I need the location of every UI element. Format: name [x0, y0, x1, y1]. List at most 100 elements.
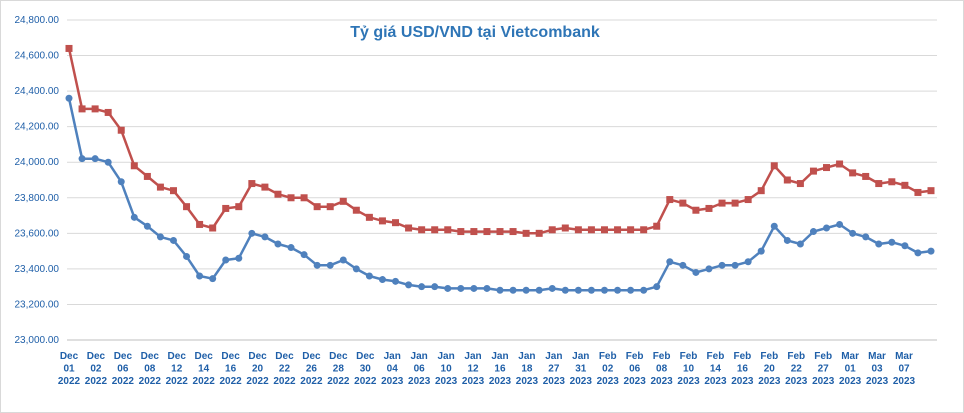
- series-0-point-36: [535, 229, 543, 237]
- series-0-point-32: [483, 228, 491, 236]
- series-1-point-44: [640, 286, 648, 294]
- series-0-point-9: [183, 203, 191, 211]
- series-1-point-22: [352, 265, 360, 273]
- x-tick-label-19: Jan 31 2023: [570, 351, 593, 387]
- x-tick-label-23: Feb 10 2023: [677, 351, 700, 387]
- series-0-point-33: [496, 228, 504, 236]
- series-1-point-21: [339, 256, 347, 264]
- x-tick-label-3: Dec 08 2022: [139, 351, 162, 387]
- series-0-point-59: [836, 160, 844, 168]
- x-tick-label-30: Mar 03 2023: [866, 351, 889, 387]
- series-1-point-16: [274, 240, 282, 248]
- series-0-point-5: [130, 162, 138, 170]
- series-0-point-6: [143, 172, 151, 180]
- series-0-point-61: [862, 172, 870, 180]
- x-tick-label-13: Jan 06 2023: [408, 351, 431, 387]
- x-tick-label-31: Mar 07 2023: [893, 351, 916, 387]
- y-tick-label-2: 23,400.00: [15, 264, 60, 275]
- x-tick-label-21: Feb 06 2023: [624, 351, 647, 387]
- series-1-point-0: [65, 94, 73, 102]
- series-0-point-64: [901, 181, 909, 189]
- x-tick-label-20: Feb 02 2023: [597, 351, 620, 387]
- series-1-point-56: [796, 240, 804, 248]
- y-tick-label-8: 24,600.00: [15, 51, 60, 62]
- series-0-point-46: [666, 196, 674, 204]
- series-1-point-10: [196, 272, 204, 280]
- y-tick-label-3: 23,600.00: [15, 228, 60, 239]
- x-tick-label-11: Dec 30 2022: [354, 351, 377, 387]
- series-0-point-57: [809, 167, 817, 175]
- x-tick-label-17: Jan 18 2023: [516, 351, 539, 387]
- series-0-point-56: [796, 180, 804, 188]
- y-tick-label-0: 23,000.00: [15, 335, 60, 346]
- chart-title: Tỷ giá USD/VND tại Vietcombank: [350, 24, 600, 41]
- series-1-point-26: [405, 281, 413, 289]
- series-1-point-15: [261, 233, 269, 241]
- series-1-point-42: [614, 286, 622, 294]
- series-0-point-47: [679, 199, 687, 207]
- series-1-point-57: [809, 228, 817, 236]
- y-tick-label-6: 24,200.00: [15, 122, 60, 133]
- series-0-point-2: [91, 105, 99, 113]
- series-0-point-66: [927, 187, 935, 195]
- x-tick-label-14: Jan 10 2023: [435, 351, 458, 387]
- y-tick-label-9: 24,800.00: [15, 15, 60, 26]
- series-0-point-52: [744, 196, 752, 204]
- series-0-point-35: [522, 229, 530, 237]
- x-tick-label-6: Dec 16 2022: [219, 351, 242, 387]
- series-1-point-61: [862, 233, 870, 241]
- series-0-point-38: [561, 224, 569, 232]
- series-0-point-13: [235, 203, 243, 211]
- series-1-point-17: [287, 244, 295, 252]
- x-tick-label-8: Dec 22 2022: [273, 351, 296, 387]
- x-tick-label-9: Dec 26 2022: [300, 351, 323, 387]
- series-1-point-64: [901, 242, 909, 250]
- series-1: [65, 94, 935, 294]
- series-1-point-12: [222, 256, 230, 264]
- series-0-point-41: [600, 226, 608, 234]
- series-1-point-48: [692, 268, 700, 276]
- series-1-point-13: [235, 254, 243, 262]
- series-1-point-19: [313, 261, 321, 269]
- series-1-point-66: [927, 247, 935, 255]
- series-1-point-60: [849, 229, 857, 237]
- series-0-point-16: [274, 190, 282, 198]
- series-0-point-39: [574, 226, 582, 234]
- series-1-point-2: [91, 155, 99, 163]
- series-0-point-49: [705, 204, 713, 212]
- x-tick-label-22: Feb 08 2023: [650, 351, 673, 387]
- x-tick-label-4: Dec 12 2022: [166, 351, 189, 387]
- series-0-point-21: [339, 197, 347, 205]
- series-0-point-3: [104, 108, 112, 116]
- x-tick-label-29: Mar 01 2023: [839, 351, 862, 387]
- series-1-point-59: [836, 220, 844, 228]
- series-0-point-31: [470, 228, 478, 236]
- x-tick-label-15: Jan 12 2023: [462, 351, 485, 387]
- series-1-point-55: [783, 236, 791, 244]
- series-1-point-49: [705, 265, 713, 273]
- series-1-point-25: [392, 277, 400, 285]
- x-tick-label-25: Feb 16 2023: [731, 351, 754, 387]
- series-1-point-9: [183, 252, 191, 260]
- y-tick-label-1: 23,200.00: [15, 299, 60, 310]
- series-1-point-29: [444, 284, 452, 292]
- series-1-point-40: [587, 286, 595, 294]
- series-0: [65, 44, 935, 237]
- series-0-point-7: [156, 183, 164, 191]
- series-0-point-29: [444, 226, 452, 234]
- series-1-point-4: [117, 178, 125, 186]
- series-0-line: [67, 48, 932, 235]
- series-1-point-45: [653, 283, 661, 291]
- series-1-point-47: [679, 261, 687, 269]
- series-1-point-27: [418, 283, 426, 291]
- x-tick-label-10: Dec 28 2022: [327, 351, 350, 387]
- series-1-point-37: [548, 284, 556, 292]
- series-0-point-65: [914, 188, 922, 196]
- series-0-point-58: [823, 164, 831, 172]
- series-1-point-50: [718, 261, 726, 269]
- series-0-point-25: [392, 219, 400, 227]
- series-1-point-1: [78, 155, 86, 163]
- series-1-point-53: [757, 247, 765, 255]
- series-1-point-18: [300, 251, 308, 259]
